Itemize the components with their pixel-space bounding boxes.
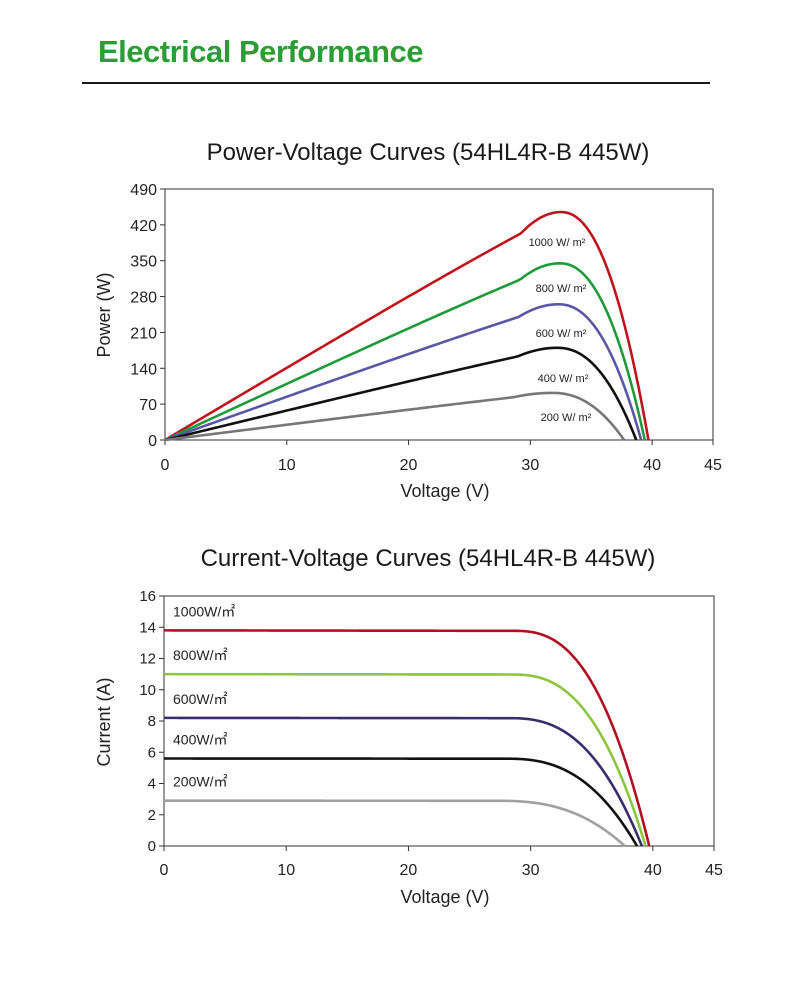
pv-curve-line: [164, 346, 638, 442]
iv-y-tick-label: 8: [148, 713, 156, 730]
iv-y-tick-label: 4: [148, 776, 156, 793]
pv-x-tick-label: 45: [704, 457, 722, 474]
title-divider: [82, 82, 710, 84]
iv-curve-label: 800W/㎡: [173, 647, 227, 663]
iv-x-axis-label: Voltage (V): [400, 887, 489, 907]
pv-curve-line: [164, 261, 647, 442]
pv-chart-title: Power-Voltage Curves (54HL4R-B 445W): [207, 139, 650, 166]
pv-curve-line: [164, 391, 626, 442]
pv-curve-label: 1000 W/ m²: [529, 237, 586, 249]
iv-curve-label: 400W/㎡: [173, 732, 227, 748]
page-title: Electrical Performance: [98, 34, 424, 69]
pv-y-tick-label: 210: [130, 325, 157, 342]
pv-y-tick-label: 0: [148, 433, 157, 450]
iv-x-tick-label: 10: [277, 862, 295, 879]
iv-curve-line: [164, 799, 626, 847]
pv-curve-label: 800 W/ m²: [536, 283, 587, 295]
iv-y-axis-label: Current (A): [94, 677, 114, 766]
iv-y-tick-label: 10: [139, 682, 156, 699]
iv-curve-line: [164, 672, 647, 847]
pv-y-tick-label: 420: [130, 218, 157, 235]
pv-y-tick-label: 350: [130, 254, 157, 271]
iv-y-tick-label: 2: [148, 807, 156, 824]
pv-y-tick-label: 280: [130, 290, 157, 307]
pv-y-tick-label: 140: [130, 361, 157, 378]
pv-curve-label: 600 W/ m²: [536, 328, 587, 340]
iv-curve-line: [164, 716, 644, 847]
pv-curve-line: [164, 302, 643, 442]
pv-x-tick-label: 0: [161, 457, 170, 474]
iv-curve-line: [164, 629, 651, 847]
iv-x-tick-label: 45: [705, 862, 723, 879]
iv-y-tick-label: 6: [148, 744, 156, 761]
iv-curve-label: 200W/㎡: [173, 774, 227, 790]
iv-x-tick-label: 20: [400, 862, 418, 879]
pv-y-tick-label: 490: [130, 182, 157, 199]
iv-y-tick-label: 16: [139, 588, 156, 605]
pv-curve-label: 400 W/ m²: [538, 373, 589, 385]
iv-curve-line: [164, 757, 639, 847]
pv-x-tick-label: 30: [521, 457, 539, 474]
iv-y-tick-label: 12: [139, 651, 156, 668]
iv-curve-label: 1000W/㎡: [173, 603, 235, 619]
iv-curve-label: 600W/㎡: [173, 691, 227, 707]
pv-y-axis-label: Power (W): [94, 273, 114, 358]
pv-y-tick-label: 70: [139, 397, 157, 414]
iv-x-tick-label: 30: [522, 862, 540, 879]
pv-curve-line: [164, 210, 650, 442]
pv-plot-frame: [164, 188, 714, 441]
iv-x-tick-label: 0: [160, 862, 169, 879]
pv-x-axis-label: Voltage (V): [400, 481, 489, 501]
pv-curve-label: 200 W/ m²: [541, 412, 592, 424]
iv-plot-frame: [163, 595, 715, 847]
iv-chart-title: Current-Voltage Curves (54HL4R-B 445W): [201, 545, 656, 572]
pv-x-tick-label: 20: [400, 457, 418, 474]
pv-x-tick-label: 10: [278, 457, 296, 474]
iv-y-tick-label: 14: [139, 619, 156, 636]
iv-y-tick-label: 0: [148, 838, 156, 855]
pv-x-tick-label: 40: [643, 457, 661, 474]
iv-x-tick-label: 40: [644, 862, 662, 879]
